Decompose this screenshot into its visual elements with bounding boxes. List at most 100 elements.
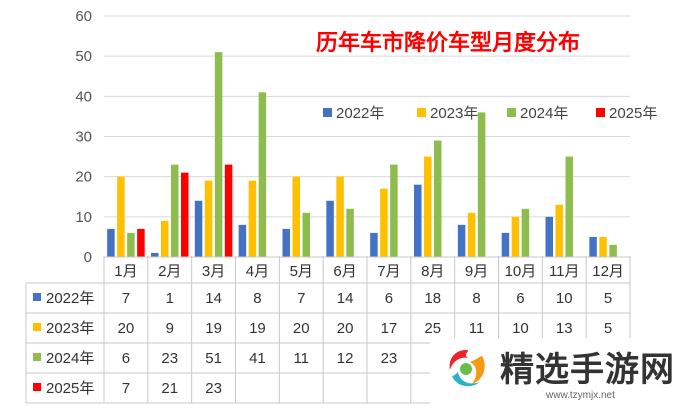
bar (204, 180, 213, 257)
bar (292, 176, 300, 257)
bar (424, 156, 432, 257)
bar (589, 236, 597, 257)
bar (434, 140, 442, 257)
table-cell: 20 (118, 320, 135, 337)
table-cell: 41 (249, 350, 266, 367)
row-legend-key (33, 353, 41, 361)
bar (258, 92, 267, 257)
y-tick-label: 60 (75, 8, 92, 25)
bar (161, 220, 169, 257)
category-label: 3月 (202, 263, 225, 280)
category-label: 9月 (465, 263, 488, 280)
bar (545, 216, 553, 257)
legend-swatch (507, 108, 516, 117)
table-cell: 9 (166, 320, 174, 337)
table-cell: 14 (205, 290, 222, 307)
legend-swatch (596, 108, 605, 117)
row-legend-key (33, 383, 41, 391)
table-cell: 13 (556, 320, 573, 337)
bar (565, 156, 573, 257)
y-tick-label: 0 (84, 249, 92, 266)
table-cell: 6 (516, 290, 524, 307)
bar (326, 200, 334, 257)
category-label: 7月 (377, 263, 400, 280)
bar (214, 52, 223, 258)
row-legend-key (33, 293, 41, 301)
bar (302, 212, 310, 257)
bar (390, 164, 398, 257)
row-label: 2025年 (46, 380, 94, 397)
y-tick-label: 40 (75, 88, 92, 105)
bar (380, 188, 388, 257)
bar (137, 228, 145, 257)
category-label: 6月 (333, 263, 356, 280)
bar (107, 228, 115, 257)
bar (511, 216, 520, 257)
table-cell: 7 (122, 290, 130, 307)
bar (521, 208, 530, 257)
table-cell: 6 (122, 350, 130, 367)
row-label: 2023年 (46, 320, 94, 337)
bar (501, 232, 510, 257)
table-cell: 8 (472, 290, 480, 307)
watermark-url: www.tzymjx.net (546, 390, 615, 401)
table-cell: 23 (161, 350, 178, 367)
chart-title: 历年车市降价车型月度分布 (316, 30, 580, 56)
category-label: 1月 (114, 263, 137, 280)
bar (555, 204, 563, 257)
table-cell: 8 (253, 290, 261, 307)
table-cell: 21 (161, 380, 178, 397)
table-cell: 18 (424, 290, 441, 307)
legend-label: 2024年 (520, 105, 568, 122)
table-cell: 17 (381, 320, 398, 337)
table-cell: 14 (337, 290, 354, 307)
table-cell: 20 (293, 320, 310, 337)
bar (248, 180, 257, 257)
table-cell: 51 (205, 350, 222, 367)
bar (117, 176, 125, 257)
legend-label: 2023年 (430, 105, 478, 122)
table-cell: 11 (293, 350, 309, 367)
bar (609, 244, 617, 257)
bar (599, 236, 607, 257)
table-cell: 11 (469, 320, 485, 337)
row-legend-key (33, 323, 41, 331)
bar (238, 224, 247, 257)
y-tick-label: 50 (75, 48, 92, 65)
y-tick-label: 30 (75, 129, 92, 146)
category-label: 8月 (421, 263, 444, 280)
table-cell: 1 (166, 290, 174, 307)
category-label: 5月 (290, 263, 313, 280)
table-cell: 10 (556, 290, 573, 307)
table-cell: 7 (297, 290, 305, 307)
bar (171, 164, 179, 257)
row-label: 2024年 (46, 350, 94, 367)
table-cell: 19 (205, 320, 222, 337)
legend-label: 2022年 (336, 105, 384, 122)
bar (370, 232, 378, 257)
table-cell: 19 (249, 320, 266, 337)
table-cell: 23 (205, 380, 222, 397)
legend-swatch (323, 108, 332, 117)
table-cell: 5 (604, 290, 612, 307)
bar (414, 184, 422, 257)
category-label: 11月 (549, 263, 580, 280)
bar (336, 176, 344, 257)
watermark: 精选手游网 www.tzymjx.net (430, 338, 685, 409)
bar (457, 224, 466, 257)
y-tick-label: 20 (75, 169, 92, 186)
table-cell: 23 (381, 350, 398, 367)
watermark-title: 精选手游网 (500, 350, 675, 390)
row-label: 2022年 (46, 290, 94, 307)
category-label: 4月 (246, 263, 269, 280)
category-label: 10月 (505, 263, 537, 280)
table-cell: 12 (337, 350, 354, 367)
category-label: 12月 (592, 263, 624, 280)
bar (282, 228, 290, 257)
table-cell: 7 (122, 380, 130, 397)
table-cell: 20 (337, 320, 354, 337)
legend-swatch (417, 108, 426, 117)
swirl-logo-icon (449, 350, 485, 387)
bar (224, 164, 233, 257)
